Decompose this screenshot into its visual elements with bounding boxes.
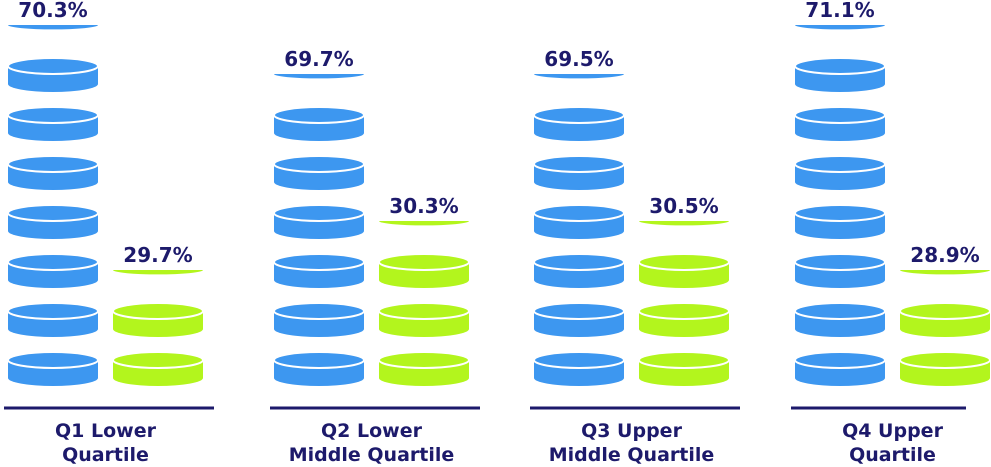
data-label: 30.3% bbox=[389, 194, 458, 218]
coin-s1 bbox=[794, 351, 886, 386]
coin-s2 bbox=[112, 351, 204, 386]
data-label: 29.7% bbox=[123, 243, 192, 267]
data-label: 30.5% bbox=[649, 194, 718, 218]
coin-s2 bbox=[899, 351, 991, 386]
coin-s1 bbox=[794, 106, 886, 141]
coin-partial-s1 bbox=[795, 25, 885, 30]
category-label: Q3 Upper bbox=[581, 420, 683, 442]
coin-s1 bbox=[7, 302, 99, 337]
coin-s1 bbox=[7, 106, 99, 141]
coin-s1 bbox=[7, 253, 99, 288]
coin-s1 bbox=[533, 106, 625, 141]
coin-s2 bbox=[899, 302, 991, 337]
category-label: Q4 Upper bbox=[842, 420, 944, 442]
coin-s1 bbox=[533, 204, 625, 239]
coin-s1 bbox=[794, 253, 886, 288]
coin-s1 bbox=[7, 155, 99, 190]
coin-s1 bbox=[533, 253, 625, 288]
coin-s1 bbox=[7, 351, 99, 386]
category-label: Middle Quartile bbox=[549, 444, 715, 466]
category-label: Quartile bbox=[62, 444, 149, 466]
coin-s2 bbox=[112, 302, 204, 337]
data-label: 70.3% bbox=[18, 0, 87, 22]
coin-partial-s1 bbox=[274, 74, 364, 79]
coin-s1 bbox=[273, 302, 365, 337]
coin-s1 bbox=[794, 302, 886, 337]
coin-s2 bbox=[378, 351, 470, 386]
coin-s1 bbox=[794, 204, 886, 239]
coin-s1 bbox=[533, 155, 625, 190]
category-label: Q2 Lower bbox=[321, 420, 423, 442]
coin-s1 bbox=[794, 57, 886, 92]
coin-s1 bbox=[533, 351, 625, 386]
coin-partial-s2 bbox=[379, 221, 469, 226]
coin-s1 bbox=[273, 204, 365, 239]
coin-s1 bbox=[273, 155, 365, 190]
coin-partial-s2 bbox=[639, 221, 729, 226]
coin-s1 bbox=[7, 57, 99, 92]
category-label: Quartile bbox=[849, 444, 936, 466]
coin-s2 bbox=[378, 302, 470, 337]
coin-s1 bbox=[273, 351, 365, 386]
coin-s1 bbox=[273, 106, 365, 141]
category-label: Middle Quartile bbox=[289, 444, 455, 466]
coin-s2 bbox=[638, 253, 730, 288]
data-label: 69.5% bbox=[544, 47, 613, 71]
coin-s1 bbox=[533, 302, 625, 337]
coin-s2 bbox=[638, 351, 730, 386]
data-label: 28.9% bbox=[910, 243, 979, 267]
coin-s1 bbox=[7, 204, 99, 239]
coin-partial-s1 bbox=[534, 74, 624, 79]
coin-partial-s2 bbox=[900, 270, 990, 275]
coin-s2 bbox=[638, 302, 730, 337]
coin-s2 bbox=[378, 253, 470, 288]
coin-s1 bbox=[794, 155, 886, 190]
coin-s1 bbox=[273, 253, 365, 288]
coin-partial-s2 bbox=[113, 270, 203, 275]
coin-partial-s1 bbox=[8, 25, 98, 30]
data-label: 71.1% bbox=[805, 0, 874, 22]
data-label: 69.7% bbox=[284, 47, 353, 71]
category-label: Q1 Lower bbox=[55, 420, 157, 442]
